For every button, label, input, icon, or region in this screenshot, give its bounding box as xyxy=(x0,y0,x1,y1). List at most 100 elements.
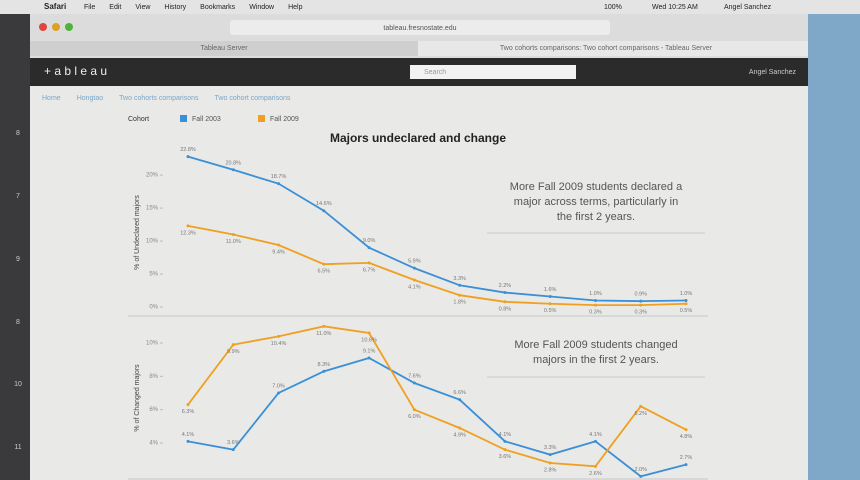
data-point xyxy=(367,331,371,335)
data-label: 6.5% xyxy=(318,269,331,275)
data-point xyxy=(458,426,462,430)
data-label: 0.3% xyxy=(634,310,647,316)
tab-title: Tableau Server xyxy=(200,45,248,52)
data-label: 6.0% xyxy=(408,414,421,420)
data-point xyxy=(684,428,688,432)
data-point xyxy=(458,293,462,297)
menu-item[interactable]: Bookmarks xyxy=(200,4,236,11)
data-point xyxy=(639,303,643,307)
data-point xyxy=(277,391,281,395)
data-label: 6.3% xyxy=(182,409,195,415)
data-point xyxy=(503,439,507,443)
data-point xyxy=(639,299,643,303)
data-label: 20.8% xyxy=(225,160,241,166)
breadcrumb[interactable]: Home xyxy=(42,95,61,102)
menu-app[interactable]: Safari xyxy=(44,2,66,11)
zoom-button[interactable] xyxy=(65,23,73,31)
y-tick-label: 0% xyxy=(149,305,158,311)
data-label: 0.3% xyxy=(589,310,602,316)
data-point xyxy=(458,283,462,287)
data-point xyxy=(503,291,507,295)
y-tick-label: 8% xyxy=(149,374,158,380)
data-point xyxy=(322,209,326,213)
data-point xyxy=(548,295,552,299)
tab[interactable] xyxy=(30,41,418,56)
data-point xyxy=(322,369,326,373)
annotation: the first 2 years. xyxy=(557,211,635,223)
annotation: More Fall 2009 students changed xyxy=(514,339,677,351)
data-point xyxy=(593,303,597,307)
data-label: 1.0% xyxy=(589,291,602,297)
data-label: 9.1% xyxy=(363,348,376,354)
data-label: 0.9% xyxy=(634,292,647,298)
data-label: 1.6% xyxy=(544,287,557,293)
data-point xyxy=(684,463,688,467)
content xyxy=(30,86,808,480)
menu-item[interactable]: Window xyxy=(249,4,275,11)
header-user[interactable]: Angel Sanchez xyxy=(749,69,797,76)
y-tick-label: 6% xyxy=(149,407,158,413)
data-point xyxy=(503,448,507,452)
series-line xyxy=(187,357,687,478)
y-tick-label: 10% xyxy=(146,341,159,347)
y-axis-label: % of Changed majors xyxy=(134,364,141,432)
data-label: 3.3% xyxy=(453,276,466,282)
data-label: 10.4% xyxy=(271,341,287,347)
data-point xyxy=(367,261,371,265)
breadcrumb[interactable]: Hongtao xyxy=(77,95,104,102)
data-label: 6.2% xyxy=(634,411,647,417)
search-placeholder: Search xyxy=(424,69,446,76)
data-point xyxy=(367,356,371,360)
tab-active[interactable] xyxy=(418,41,808,56)
data-point xyxy=(684,298,688,302)
series-line xyxy=(187,325,687,468)
breadcrumb[interactable]: Two cohorts comparisons xyxy=(119,95,199,102)
data-label: 4.8% xyxy=(680,434,693,440)
data-label: 11.0% xyxy=(316,331,331,337)
y-tick-label: 10% xyxy=(146,239,159,245)
search-box[interactable] xyxy=(410,65,576,79)
data-label: 0.8% xyxy=(499,306,512,312)
data-point xyxy=(548,453,552,457)
data-label: 4.1% xyxy=(182,432,195,438)
data-label: 2.7% xyxy=(680,455,693,461)
legend-swatch xyxy=(258,115,265,122)
data-label: 6.6% xyxy=(453,390,466,396)
data-label: 4.1% xyxy=(499,432,512,438)
side-number: 10 xyxy=(14,381,22,388)
address-bar[interactable] xyxy=(230,20,610,35)
data-point xyxy=(367,246,371,250)
menu-item[interactable]: Edit xyxy=(109,4,121,11)
data-point xyxy=(684,302,688,306)
menu-item[interactable]: Help xyxy=(288,4,303,11)
close-button[interactable] xyxy=(39,23,47,31)
data-point xyxy=(412,408,416,412)
data-label: 2.8% xyxy=(544,467,557,473)
side-number: 8 xyxy=(16,130,20,137)
data-label: 9.9% xyxy=(227,349,240,355)
data-label: 2.6% xyxy=(589,471,602,477)
data-point xyxy=(548,461,552,465)
data-point xyxy=(412,266,416,270)
side-number: 11 xyxy=(14,444,21,451)
y-tick-label: 15% xyxy=(146,206,159,212)
menu-item[interactable]: View xyxy=(135,4,151,11)
minimize-button[interactable] xyxy=(52,23,60,31)
data-point xyxy=(503,300,507,304)
desktop-left xyxy=(0,14,30,480)
data-point xyxy=(231,343,235,347)
data-label: 0.5% xyxy=(680,308,693,314)
breadcrumb[interactable]: Two cohort comparisons xyxy=(215,95,291,102)
logo[interactable]: + a b l e a u xyxy=(44,64,107,78)
data-label: 1.0% xyxy=(680,291,693,297)
url: tableau.fresnostate.edu xyxy=(383,25,456,32)
data-point xyxy=(639,404,643,408)
data-point xyxy=(277,334,281,338)
side-number: 7 xyxy=(16,193,20,200)
menu-bar xyxy=(0,0,860,14)
menu-item[interactable]: History xyxy=(164,4,186,11)
clock: Wed 10:25 AM xyxy=(652,4,698,11)
menu-item[interactable]: File xyxy=(84,4,95,11)
